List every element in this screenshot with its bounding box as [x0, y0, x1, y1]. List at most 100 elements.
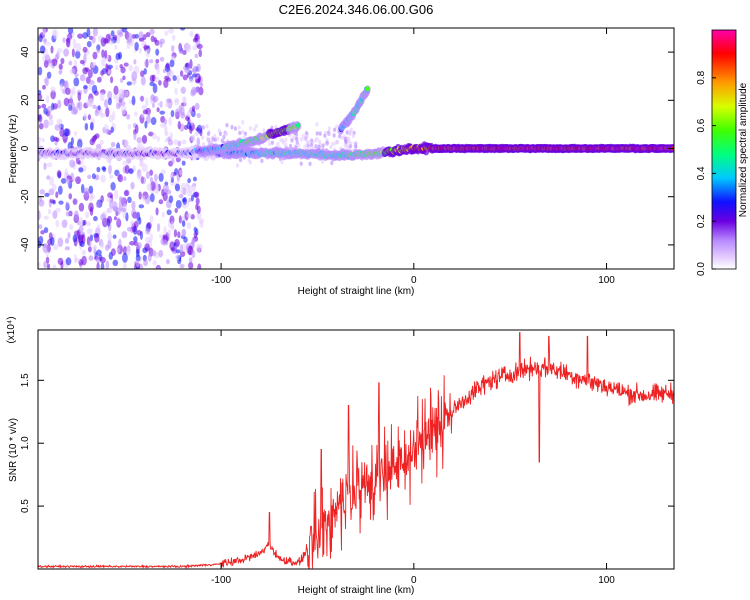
colorbar-tick-label: 0.6 [696, 118, 707, 132]
spectrogram-noise-cell [194, 87, 200, 94]
spectrogram-noise-cell [64, 237, 70, 244]
spectrogram-noise-cell [46, 162, 53, 168]
spectrogram-noise-cell [135, 254, 141, 262]
spectrogram-noise-cell [94, 174, 100, 181]
spectrogram-noise-cell [83, 85, 88, 90]
spectrogram-noise-cell [280, 138, 285, 143]
spectrogram-noise-cell [186, 222, 192, 229]
spectrogram-noise-cell [38, 114, 43, 123]
spectrogram-noise-cell [100, 57, 106, 67]
spectrogram-noise-cell [172, 75, 177, 82]
spectrogram-noise-cell [206, 131, 211, 137]
spectrogram-noise-cell [88, 35, 93, 40]
spectrogram-noise-cell [115, 102, 121, 110]
spectrogram-noise-cell [179, 263, 185, 269]
spectrogram-noise-cell [116, 217, 121, 225]
spectrogram-noise-cell [83, 187, 90, 197]
spectrogram-noise-cell [89, 196, 93, 202]
spectrogram-noise-cell [194, 78, 201, 84]
spectrogram-noise-cell [80, 183, 85, 194]
spectrogram-noise-cell [138, 37, 145, 42]
spectrogram-noise-cell [81, 249, 86, 256]
spectrogram-noise-cell [174, 207, 178, 214]
spectrogram-noise-cell [126, 226, 133, 232]
spectrogram-noise-cell [76, 102, 81, 108]
spectrogram-noise-cell [51, 58, 58, 67]
spectrogram-noise-cell [315, 122, 319, 127]
spectrogram-noise-cell [38, 109, 41, 116]
spectrogram-noise-cell [113, 94, 117, 100]
spectrogram-noise-cell [166, 209, 172, 216]
snr-panel: -100 0 100 0.5 1.0 1.5 Height of straight lin… [6, 316, 675, 596]
spectrogram-noise-cell [174, 87, 178, 95]
spectrogram-noise-cell [268, 141, 272, 147]
colorbar: 0.0 0.2 0.4 0.6 0.8 Normalized spectral ampl… [696, 29, 749, 276]
spectrogram-noise-cell [197, 263, 202, 269]
spectrogram-noise-cell [120, 207, 127, 213]
spectrogram-noise-cell [113, 85, 119, 96]
spectrogram-noise-cell [92, 134, 98, 141]
spectrogram-noise-cell [307, 140, 311, 145]
spectrogram-noise-cell [72, 38, 77, 49]
spectrogram-noise-cell [46, 71, 52, 79]
spectrogram-noise-cell [106, 197, 112, 202]
spectrogram-noise-cell [89, 234, 94, 242]
spectrogram-noise-cell [154, 39, 160, 46]
spectrogram-noise-cell [108, 164, 112, 175]
spectrogram-noise-cell [47, 208, 52, 215]
spectrogram-noise-cell [118, 238, 122, 249]
spectrogram-noise-cell [133, 212, 138, 219]
spectrogram-noise-cell [185, 43, 192, 53]
spectrogram-noise-cell [52, 243, 59, 251]
spectrogram-marks [38, 28, 674, 269]
spectrogram-noise-cell [174, 99, 180, 106]
spectrogram-noise-cell [333, 127, 337, 132]
spectrogram-noise-cell [192, 184, 196, 193]
spectrogram-noise-cell [121, 28, 128, 33]
spectrogram-noise-cell [97, 105, 101, 111]
spectrogram-noise-cell [71, 176, 77, 182]
spectrogram-noise-cell [50, 86, 56, 93]
spectrogram-noise-cell [109, 201, 115, 207]
spectrogram-noise-cell [260, 158, 264, 164]
spectrogram-noise-cell [72, 234, 78, 243]
spectrogram-noise-cell [79, 240, 85, 248]
spectrogram-noise-cell [126, 43, 131, 50]
spectrogram-noise-cell [88, 240, 92, 247]
spectrogram-noise-cell [100, 262, 105, 269]
spectrogram-noise-cell [346, 136, 351, 141]
spectrogram-noise-cell [149, 169, 154, 176]
spectrogram-noise-cell [288, 143, 293, 149]
spectrogram-noise-cell [144, 199, 149, 205]
spectrogram-noise-cell [52, 264, 57, 269]
spectrogram-noise-cell [150, 117, 157, 126]
spectrogram-noise-cell [100, 241, 105, 249]
spectrogram-noise-cell [58, 63, 63, 70]
spectrogram-noise-cell [162, 184, 169, 193]
spectrogram-noise-cell [181, 96, 186, 102]
snr-x-axis-label: Height of straight line (km) [298, 585, 415, 596]
spectrogram-noise-cell [40, 230, 45, 235]
spectrogram-noise-cell [156, 65, 160, 75]
spectrogram-noise-cell [351, 133, 355, 139]
spectrogram-noise-cell [280, 159, 284, 165]
spectrogram-noise-cell [77, 91, 82, 102]
spectrogram-noise-cell [159, 110, 166, 115]
spectrogram-noise-cell [340, 135, 344, 140]
spectrogram-noise-cell [43, 107, 49, 115]
spectrogram-noise-cell [88, 255, 94, 261]
spectrogram-y-axis-label: Frequency (Hz) [8, 115, 19, 184]
snr-y-tick-label: 1.0 [20, 436, 31, 450]
spectrogram-noise-cell [152, 259, 157, 266]
spectrogram-noise-cell [188, 261, 194, 269]
spectrogram-noise-cell [125, 247, 131, 256]
spectrogram-noise-cell [149, 81, 155, 87]
spectrogram-noise-cell [88, 202, 94, 213]
spectrogram-noise-cell [103, 98, 109, 108]
spectrogram-noise-cell [164, 130, 169, 137]
spectrogram-noise-cell [65, 257, 72, 266]
spectrogram-noise-cell [180, 251, 186, 257]
spectrogram-noise-cell [73, 210, 79, 220]
spectrogram-noise-cell [124, 139, 129, 147]
spectrogram-noise-cell [163, 226, 167, 236]
